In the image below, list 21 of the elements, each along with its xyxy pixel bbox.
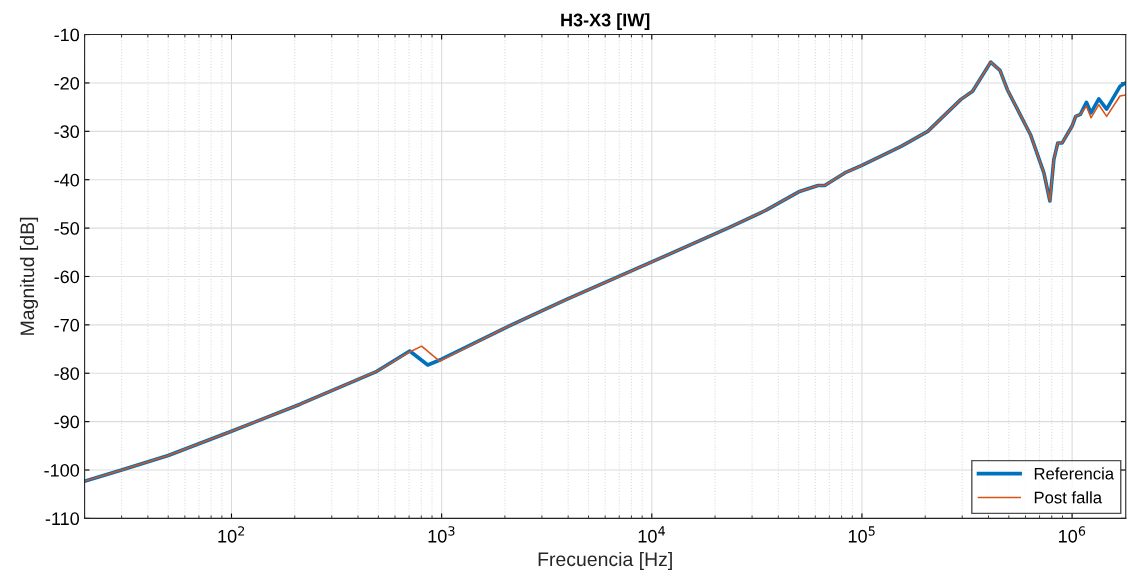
y-tick-label: -80 xyxy=(54,367,80,380)
legend-label: Post falla xyxy=(1034,491,1103,504)
x-tick-label: 10$^{2}$ xyxy=(218,526,245,543)
y-tick-label: -10 xyxy=(54,28,80,42)
x-tick-label: 10$^{4}$ xyxy=(638,526,665,543)
y-tick-label: -20 xyxy=(54,76,80,90)
y-tick-label: -60 xyxy=(54,270,80,284)
y-tick-label: -40 xyxy=(54,173,80,187)
x-axis-title: Frecuencia [Hz] xyxy=(538,551,672,571)
y-tick-label: -50 xyxy=(54,222,80,235)
x-tick-label: 10$^{3}$ xyxy=(428,526,455,543)
y-axis-title: Magnitud [dB] xyxy=(19,217,39,335)
y-tick-label: -30 xyxy=(54,125,80,139)
y-tick-label: -70 xyxy=(54,318,80,332)
chart-title: H3-X3 [IW] xyxy=(561,13,650,30)
y-tick-label: -100 xyxy=(44,463,80,477)
x-tick-label: 10$^{6}$ xyxy=(1059,526,1086,543)
x-tick-label: 10$^{5}$ xyxy=(848,526,875,543)
y-tick-label: -90 xyxy=(54,415,80,429)
legend-label: Referencia xyxy=(1034,467,1115,480)
y-tick-label: -110 xyxy=(45,512,80,526)
